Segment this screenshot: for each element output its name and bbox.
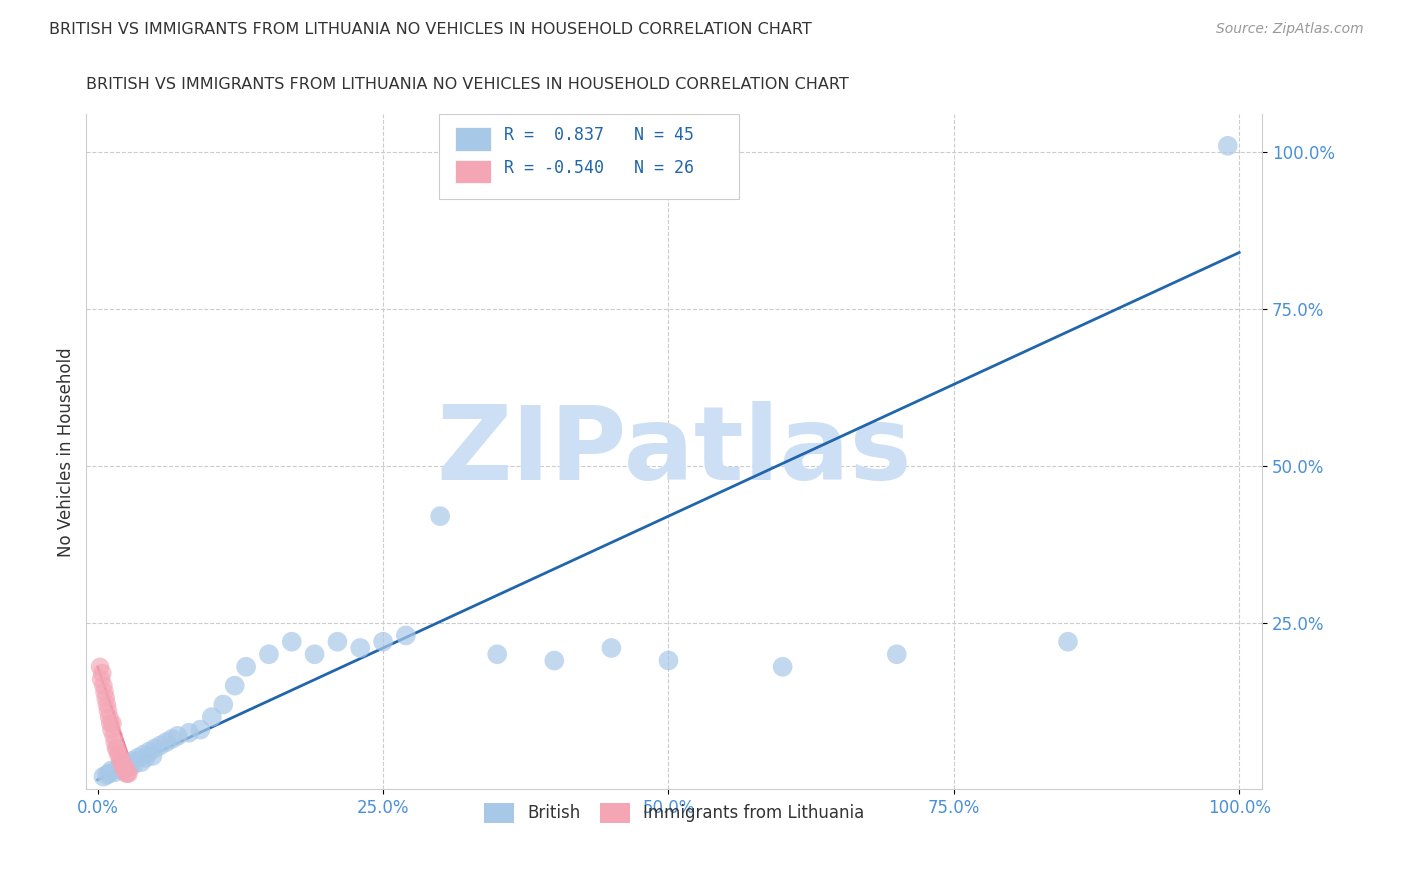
Point [201,710,224,724]
Point [103,729,125,743]
Point [166,729,188,743]
Point [1057,634,1080,648]
Point [127,751,149,765]
Legend: British, Immigrants from Lithuania: British, Immigrants from Lithuania [475,795,873,831]
Point [117,766,139,780]
Point [1216,138,1239,153]
Point [111,754,134,768]
Point [122,757,145,772]
Point [97,704,120,718]
Point [101,716,124,731]
Point [96,698,118,712]
Point [281,634,304,648]
Point [100,764,122,778]
Point [117,766,139,780]
Point [110,760,132,774]
Text: BRITISH VS IMMIGRANTS FROM LITHUANIA NO VEHICLES IN HOUSEHOLD CORRELATION CHART: BRITISH VS IMMIGRANTS FROM LITHUANIA NO … [49,22,811,37]
Point [111,764,134,778]
Point [135,751,157,765]
Point [108,747,131,762]
Point [600,640,623,655]
Point [121,754,143,768]
FancyBboxPatch shape [456,160,491,183]
Point [772,660,794,674]
Point [111,760,134,774]
Point [110,754,132,768]
Point [93,685,115,699]
Point [129,756,152,770]
Point [104,735,127,749]
Point [132,747,155,762]
Point [100,723,122,737]
Point [115,757,138,772]
Point [326,634,349,648]
Point [138,745,160,759]
Point [543,654,565,668]
Point [98,716,121,731]
FancyBboxPatch shape [439,114,738,199]
Point [886,647,908,661]
Point [143,741,166,756]
Point [149,739,172,753]
Point [112,760,135,774]
Point [105,741,128,756]
Text: R = -0.540   N = 26: R = -0.540 N = 26 [503,160,693,178]
Text: BRITISH VS IMMIGRANTS FROM LITHUANIA NO VEHICLES IN HOUSEHOLD CORRELATION CHART: BRITISH VS IMMIGRANTS FROM LITHUANIA NO … [86,78,849,93]
Point [89,660,111,674]
Point [107,762,129,776]
FancyBboxPatch shape [456,128,491,151]
Point [114,760,136,774]
Point [91,666,114,681]
Point [155,735,177,749]
Text: Source: ZipAtlas.com: Source: ZipAtlas.com [1216,22,1364,37]
Point [190,723,212,737]
Point [104,741,127,756]
Text: R =  0.837   N = 45: R = 0.837 N = 45 [503,126,693,144]
Point [141,748,163,763]
Point [93,770,115,784]
Point [94,691,117,706]
Point [98,710,121,724]
Point [235,660,257,674]
Point [395,628,418,642]
Point [93,679,115,693]
Point [304,647,326,661]
Point [177,725,200,739]
Point [371,634,394,648]
Point [160,731,183,746]
Point [96,768,118,782]
Point [486,647,509,661]
Point [107,747,129,762]
Point [257,647,280,661]
Point [657,654,679,668]
Point [90,673,112,687]
Point [115,766,138,780]
Point [349,640,371,655]
Point [429,509,451,524]
Point [98,766,121,780]
Point [104,765,127,780]
Y-axis label: No Vehicles in Household: No Vehicles in Household [58,347,75,557]
Point [224,679,246,693]
Point [212,698,235,712]
Point [118,760,141,774]
Text: ZIPatlas: ZIPatlas [436,401,912,502]
